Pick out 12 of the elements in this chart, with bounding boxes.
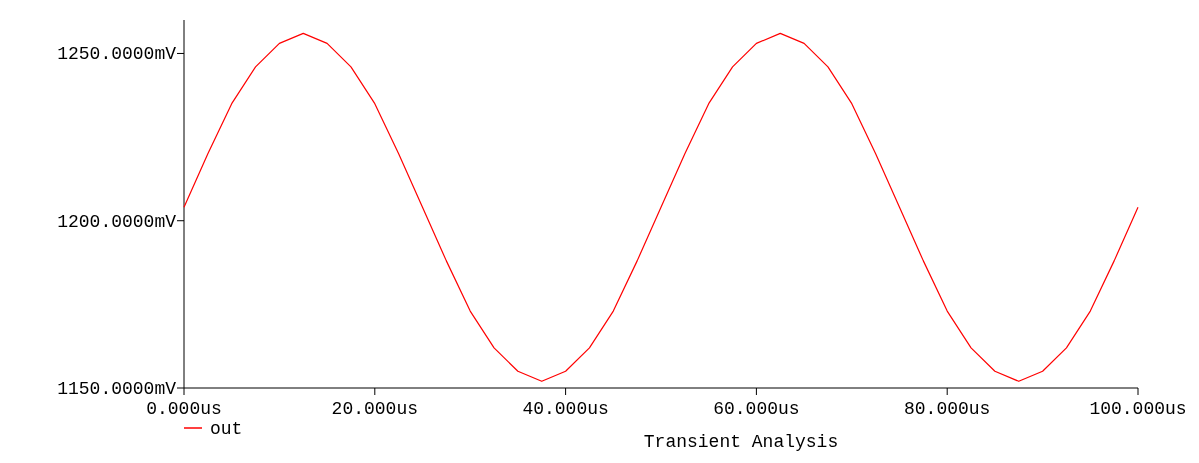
y-tick-label: 1150.0000mV — [57, 379, 177, 399]
x-tick-label: 80.000us — [903, 399, 991, 419]
x-tick-label: 0.000us — [146, 399, 222, 419]
legend-label: out — [210, 419, 243, 439]
x-tick-label: 100.000us — [1089, 399, 1187, 419]
x-tick-label: 60.000us — [713, 399, 800, 419]
text: Transient Analysis — [643, 432, 839, 452]
line-series — [183, 32, 1139, 382]
x-tick-label: 20.000us — [331, 399, 419, 419]
x-tick-label: 40.000us — [522, 399, 609, 419]
y-tick-label: 1200.0000mV — [57, 211, 177, 232]
y-tick-label: 1250.0000mV — [57, 44, 177, 65]
